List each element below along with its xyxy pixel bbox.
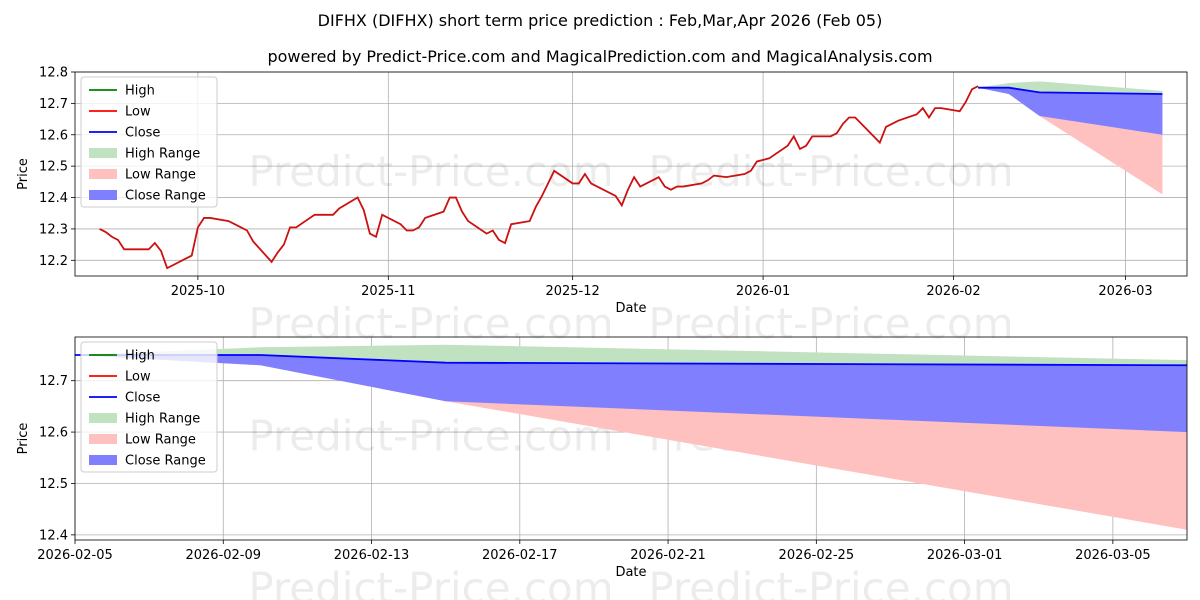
top-chart-panel: 2025-10 2025-11 2025-12 2026-01 2026-02 2026-…	[16, 66, 1188, 348]
x-tick-label: 2026-02-05	[37, 548, 113, 563]
legend-patch-swatch	[89, 190, 117, 200]
x-tick-label: 2026-02-09	[185, 548, 261, 563]
legend-label: High Range	[125, 412, 200, 427]
legend-patch-swatch	[89, 434, 117, 444]
close-forecast-line	[978, 86, 1163, 95]
plot-area	[75, 344, 1187, 530]
y-tick-label: 12.7	[39, 97, 68, 112]
x-tick-label: 2026-02-17	[482, 548, 558, 563]
chart-subtitle: powered by Predict-Price.com and Magical…	[267, 47, 932, 66]
watermark-text: Predict-Price.com	[648, 147, 1013, 196]
y-tick-label: 12.7	[39, 374, 68, 389]
x-tick-label: 2026-03-05	[1075, 548, 1151, 563]
y-tick-label: 12.5	[39, 477, 68, 492]
y-tick-label: 12.4	[39, 528, 68, 543]
watermark-text: Predict-Price.com	[648, 299, 1013, 348]
y-tick-label: 12.6	[39, 128, 68, 143]
x-tick-label: 2026-02-25	[779, 548, 855, 563]
legend-label: Low	[125, 105, 151, 120]
x-tick-label: 2025-12	[545, 284, 599, 299]
close-range-band	[75, 354, 1187, 433]
axes-frame	[74, 71, 1188, 277]
legend-label: Low Range	[125, 433, 196, 448]
legend-label: Close	[125, 391, 160, 406]
x-tick-label: 2026-02-21	[630, 548, 706, 563]
x-axis-label: Date	[615, 565, 646, 580]
legend-label: Close Range	[125, 189, 206, 204]
y-tick-label: 12.6	[39, 426, 68, 441]
x-tick-label: 2026-02	[926, 284, 980, 299]
legend-patch-swatch	[89, 455, 117, 465]
watermark-text: Predict-Price.com	[248, 147, 613, 196]
legend-label: Low	[125, 370, 151, 385]
watermark-text: Predict-Price.com	[248, 299, 613, 348]
legend-label: High	[125, 84, 155, 99]
x-tick-label: 2025-10	[171, 284, 225, 299]
x-tick-label: 2026-03-01	[927, 548, 1003, 563]
y-axis-label: Price	[16, 423, 31, 455]
bottom-chart-panel: 2026-02-05 2026-02-09 2026-02-13 2026-02-17…	[16, 336, 1188, 600]
legend-label: Close Range	[125, 454, 206, 469]
y-tick-label: 12.2	[39, 254, 68, 269]
plot-area	[99, 81, 1163, 270]
legend-label: High	[125, 349, 155, 364]
watermark-text: Predict-Price.com	[248, 564, 613, 600]
y-tick-label: 12.3	[39, 222, 68, 237]
chart-title: DIFHX (DIFHX) short term price predictio…	[318, 11, 883, 30]
x-tick-label: 2025-11	[361, 284, 415, 299]
high-range-band	[75, 344, 1187, 366]
price-history-line	[99, 85, 979, 270]
legend-label: Close	[125, 126, 160, 141]
legend-patch-swatch	[89, 413, 117, 423]
x-axis-label: Date	[615, 301, 646, 316]
legend-label: High Range	[125, 147, 200, 162]
axes-frame	[74, 336, 1188, 541]
y-tick-label: 12.5	[39, 160, 68, 175]
x-tick-label: 2026-03	[1098, 284, 1152, 299]
watermark-text: Predict-Price.com	[648, 564, 1013, 600]
y-tick-label: 12.8	[39, 66, 68, 81]
close-range-band	[978, 87, 1163, 135]
y-tick-label: 12.4	[39, 191, 68, 206]
legend-label: Low Range	[125, 168, 196, 183]
high-range-band	[978, 81, 1163, 94]
x-tick-label: 2026-02-13	[334, 548, 410, 563]
legend-patch-swatch	[89, 169, 117, 179]
x-tick-label: 2026-01	[736, 284, 790, 299]
legend-patch-swatch	[89, 148, 117, 158]
y-axis-label: Price	[16, 158, 31, 190]
